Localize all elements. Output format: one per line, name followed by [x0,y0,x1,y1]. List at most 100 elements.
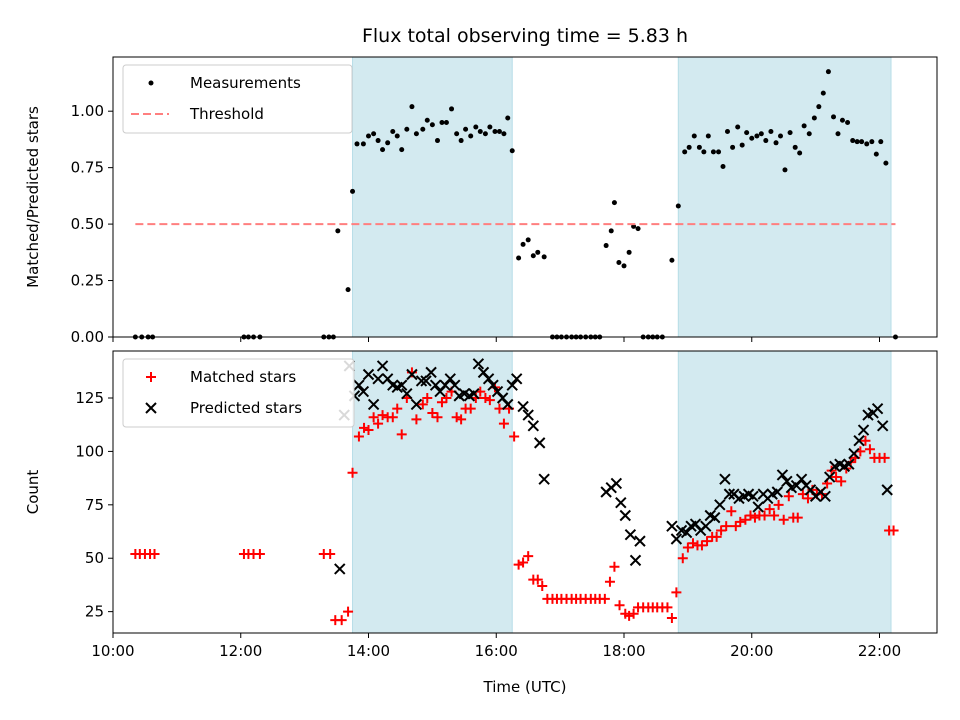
bottom-legend: Matched stars Predicted stars [122,358,355,428]
measurement-point [525,237,531,243]
measurement-point [864,141,870,147]
matched-star-point [687,538,698,549]
xtick-label: 14:00 [347,642,390,660]
predicted-star-point [752,501,764,513]
matched-star-point [831,472,842,483]
matched-star-point [509,431,520,442]
matched-star-point [628,608,639,619]
matched-star-point [802,493,813,504]
xtick-label: 16:00 [475,642,518,660]
measurement-point [350,188,356,194]
matched-star-point [677,553,688,564]
measurement-point [691,133,697,139]
measurement-point [754,133,760,139]
matched-star-point [599,593,610,604]
matched-star-point [740,514,751,525]
measurement-point [873,151,879,157]
measurement-point [626,249,632,255]
measurement-point [831,114,837,120]
matched-star-point [769,510,780,521]
predicted-star-point [619,509,631,522]
x-axis-label: Time (UTC) [483,678,567,696]
top-axes-frame [112,56,938,338]
matched-star-point [363,425,374,436]
matched-star-point [392,403,403,414]
bottom-ytick-label: 50 [85,549,104,567]
predicted-star-point [714,499,726,511]
matched-star-point [456,414,467,425]
predicted-star-point [776,469,789,481]
measurement-point [345,287,351,293]
measurement-point [473,124,479,130]
predicted-star-point [629,554,642,567]
bottom-axes-frame [112,350,938,634]
matched-star-point [451,412,462,423]
predicted-star-point [334,563,346,575]
matched-star-point [860,435,871,446]
predicted-star-point [670,533,683,545]
xtick-label: 22:00 [858,642,901,660]
matched-star-point [411,414,422,425]
legend-label: Measurements [190,74,301,92]
matched-star-point [778,514,789,525]
bottom-ytick-label: 75 [85,496,104,514]
chart-title: Flux total observing time = 5.83 h [362,25,688,47]
matched-star-point [749,512,760,523]
measurement-point [509,148,515,154]
measurement-point [749,135,755,141]
predicted-star-point [795,473,808,485]
measurement-point [541,254,547,260]
xtick-label: 20:00 [730,642,773,660]
predicted-star-point [429,379,442,391]
predicted-star-point [634,535,646,547]
predicted-star-point [719,473,731,485]
measurement-point [773,140,779,146]
measurement-point [454,131,460,137]
measurement-point [850,138,856,144]
matched-star-point [721,521,732,532]
measurement-point [335,228,341,234]
matched-star-point [604,576,615,587]
predicted-star-point [372,373,384,385]
measurement-point [366,133,372,139]
predicted-star-point [468,388,480,400]
measurement-point [675,203,681,209]
predicted-star-point [871,402,884,415]
measurement-point [716,149,722,155]
predicted-star-point [415,375,428,387]
measurement-point [720,164,726,170]
matched-star-point [427,407,438,418]
matched-star-point [353,431,364,442]
measurement-point [806,131,812,137]
measurement-point [782,167,788,173]
measurement-point [394,133,400,139]
measurement-point [611,200,617,206]
top-ytick-label: 1.00 [71,102,104,120]
matched-star-point [759,510,770,521]
bottom-observing-band-2 [677,350,892,634]
measurement-point [477,129,483,135]
measurement-point [839,117,845,123]
predicted-star-point [709,511,721,524]
top-ytick-label: 0.75 [71,159,104,177]
measurement-point [371,131,377,137]
top-ytick-label: 0.25 [71,272,104,290]
measurement-point [449,106,455,112]
measurement-point [608,228,614,234]
predicted-star-point [615,496,627,509]
matched-star-point [836,476,847,487]
measurement-point [820,90,826,96]
legend-label: Matched stars [190,368,296,386]
measurement-point [811,115,817,121]
measurement-point [669,257,675,263]
measurement-point [621,263,627,269]
matched-star-point [347,467,358,478]
predicted-star-point [353,379,365,391]
measurement-point [778,133,784,139]
measurement-point [409,104,415,110]
measurement-point [434,138,440,144]
matched-star-point [417,399,428,410]
predicted-star-point [449,379,461,391]
matched-star-point [702,536,713,547]
predicted-star-point [781,475,793,488]
